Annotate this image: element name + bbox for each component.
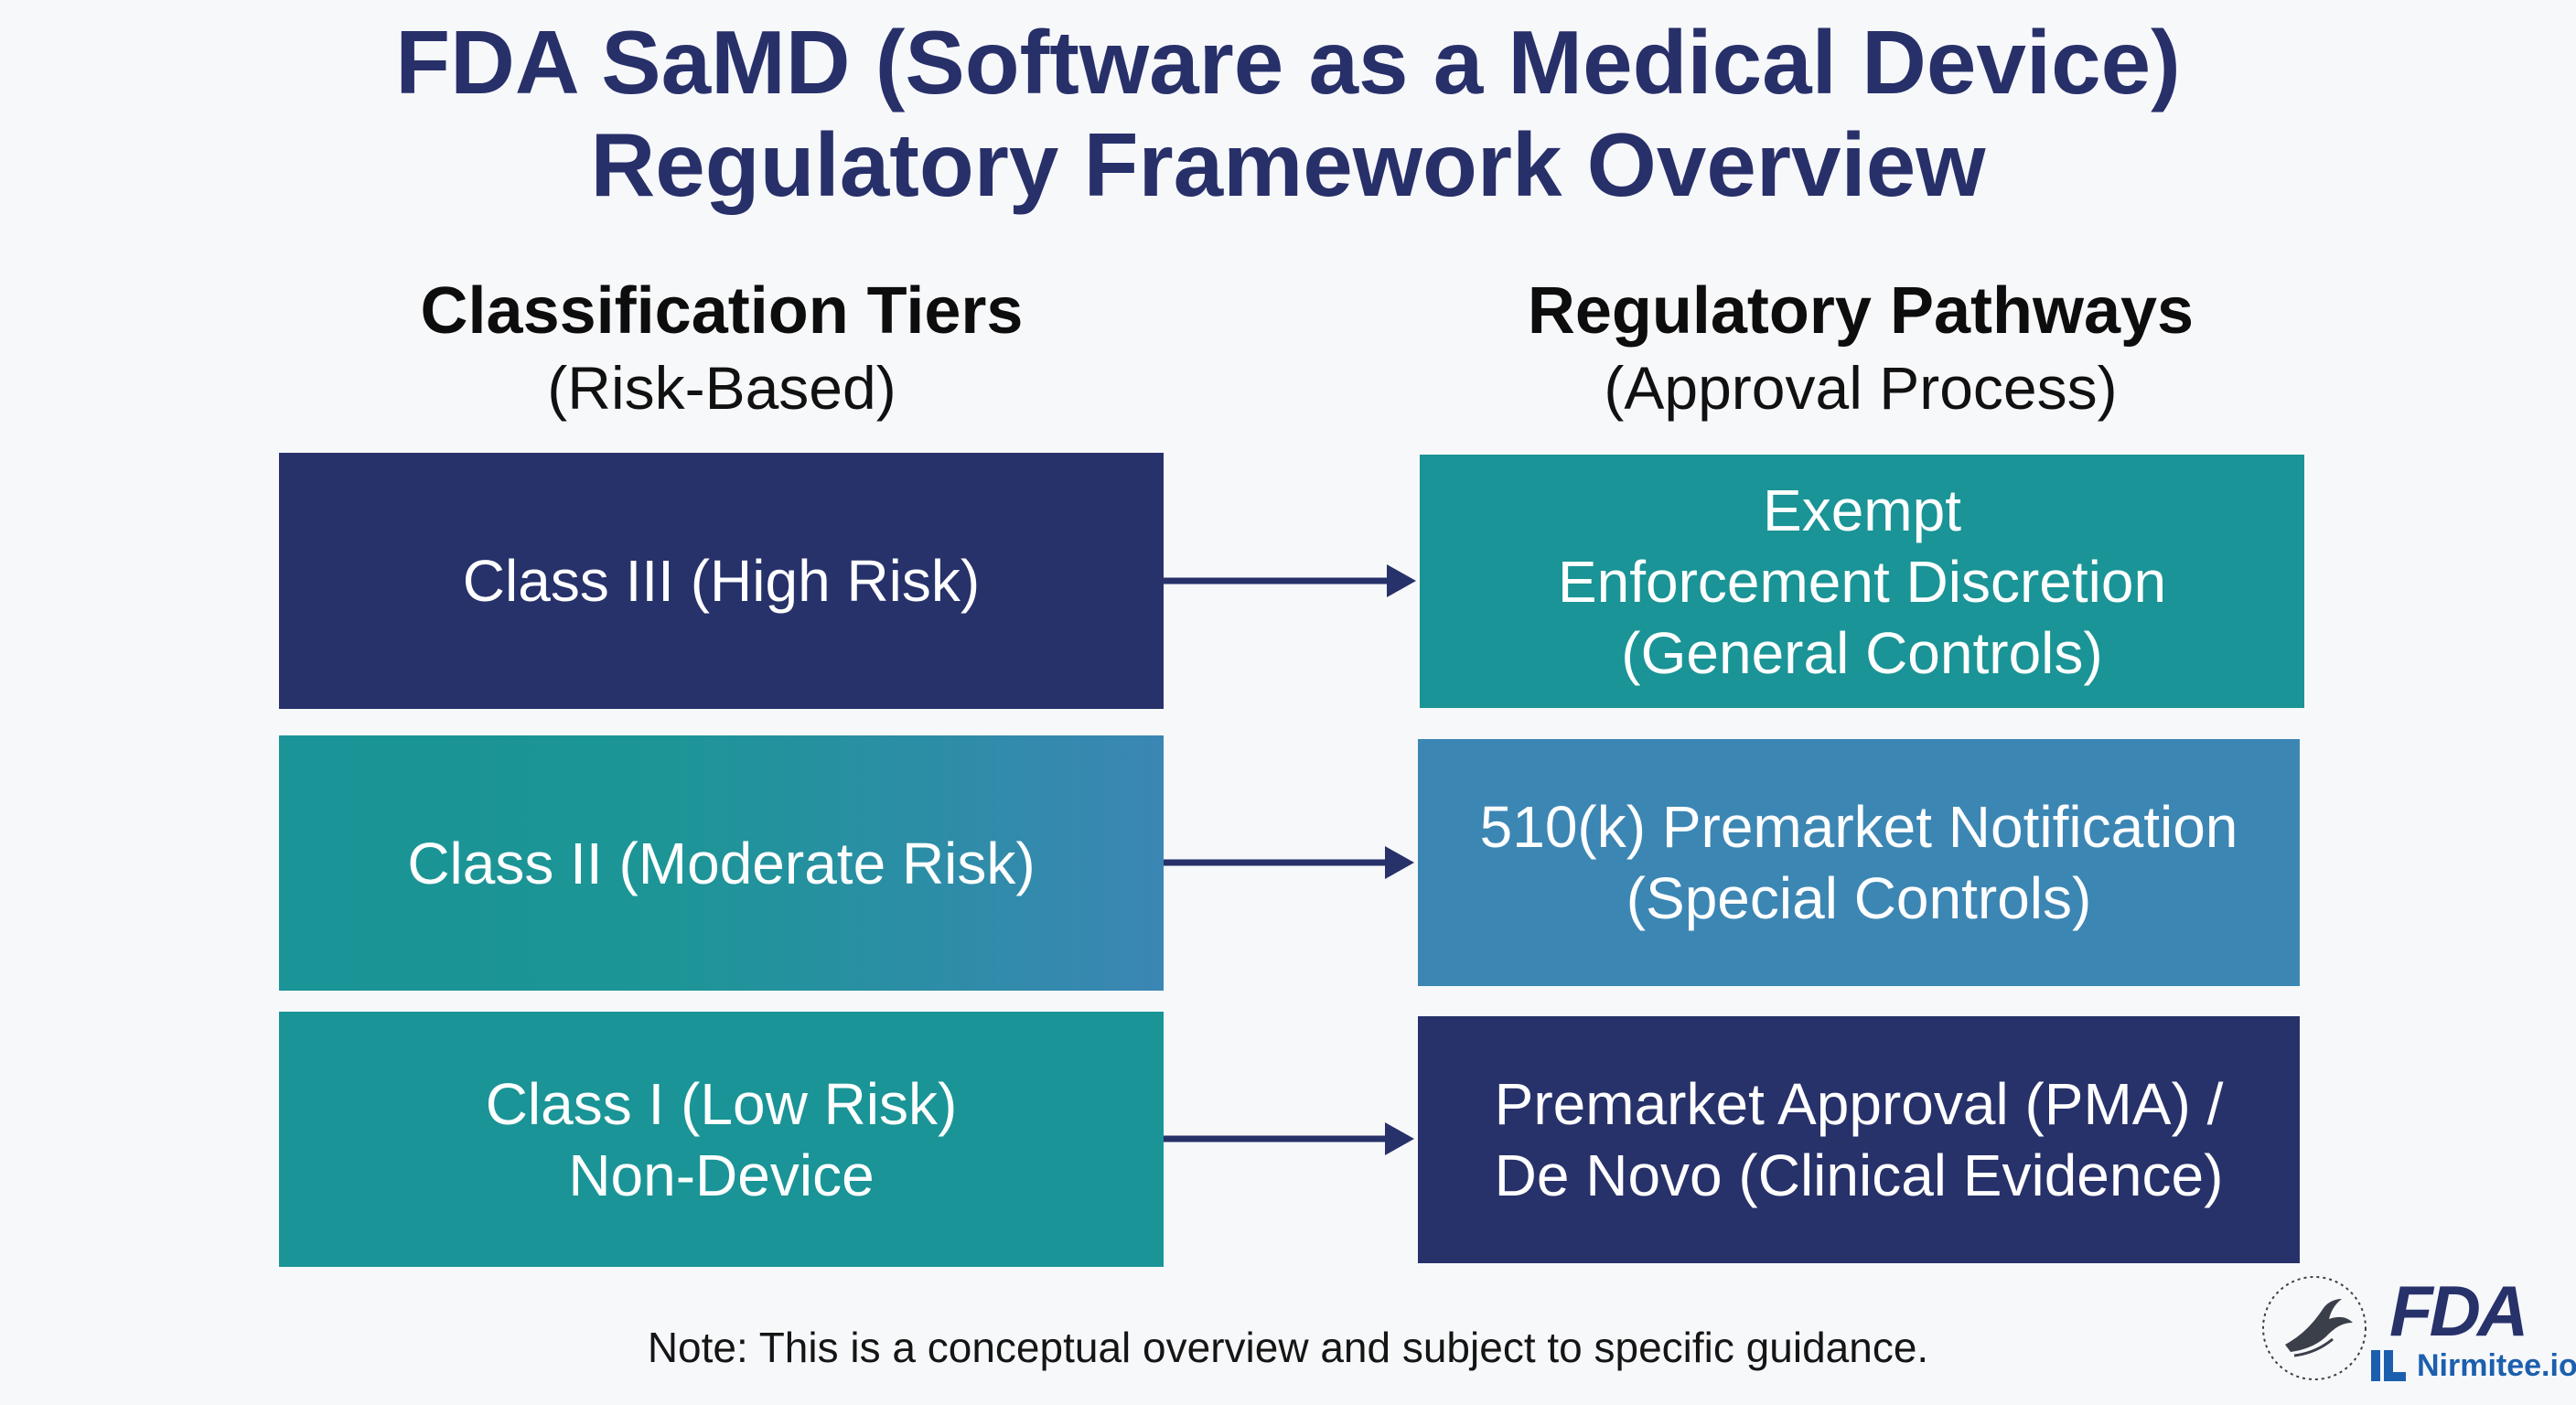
pathway-exempt-line-3: (General Controls): [1621, 619, 2103, 686]
arrowhead-class-ii: [1385, 846, 1414, 879]
tier-class-i-box: Class I (Low Risk) Non-Device: [279, 1012, 1164, 1267]
classification-tiers-subheading: (Risk-Based): [547, 354, 896, 422]
pathway-pma-line-1: Premarket Approval (PMA) /: [1494, 1071, 2224, 1137]
classification-tiers-heading: Classification Tiers: [420, 274, 1024, 348]
arrowhead-class-iii: [1387, 564, 1416, 597]
nirmitee-wordmark: Nirmitee.io: [2417, 1348, 2576, 1383]
pathway-510k-line-1: 510(k) Premarket Notification: [1479, 794, 2238, 860]
pathway-exempt-line-1: Exempt: [1763, 477, 1961, 543]
tier-class-iii-label: Class III (High Risk): [462, 548, 981, 614]
pathway-510k-box: 510(k) Premarket Notification (Special C…: [1418, 739, 2300, 986]
title-line-1: FDA SaMD (Software as a Medical Device): [395, 12, 2181, 113]
fda-logo: FDA: [2389, 1271, 2528, 1351]
pathway-pma-line-2: De Novo (Clinical Evidence): [1494, 1142, 2224, 1208]
footnote: Note: This is a conceptual overview and …: [647, 1324, 1929, 1371]
nirmitee-mark-icon: [2371, 1350, 2406, 1381]
tier-class-i-sublabel: Non-Device: [568, 1142, 875, 1208]
arrowhead-class-i: [1385, 1122, 1414, 1155]
title-line-2: Regulatory Framework Overview: [590, 114, 1986, 215]
pathway-exempt-box: Exempt Enforcement Discretion (General C…: [1420, 455, 2304, 708]
tier-class-i-label: Class I (Low Risk): [485, 1070, 958, 1137]
pathway-510k-line-2: (Special Controls): [1626, 865, 2092, 931]
hhs-eagle-seal-icon: [2262, 1276, 2367, 1380]
tier-class-iii-box: Class III (High Risk): [279, 453, 1164, 709]
classification-tiers-header: Classification Tiers (Risk-Based): [264, 273, 1179, 426]
nirmitee-logo: Nirmitee.io: [2369, 1346, 2576, 1385]
regulatory-pathways-header: Regulatory Pathways (Approval Process): [1403, 273, 2318, 426]
pathway-exempt-line-2: Enforcement Discretion: [1557, 548, 2167, 615]
regulatory-pathways-subheading: (Approval Process): [1604, 354, 2118, 422]
regulatory-pathways-heading: Regulatory Pathways: [1527, 274, 2195, 348]
tier-class-ii-box: Class II (Moderate Risk): [279, 735, 1164, 991]
tier-class-ii-label: Class II (Moderate Risk): [407, 830, 1036, 896]
page-title: FDA SaMD (Software as a Medical Device) …: [0, 11, 2576, 216]
pathway-pma-box: Premarket Approval (PMA) / De Novo (Clin…: [1418, 1016, 2300, 1263]
